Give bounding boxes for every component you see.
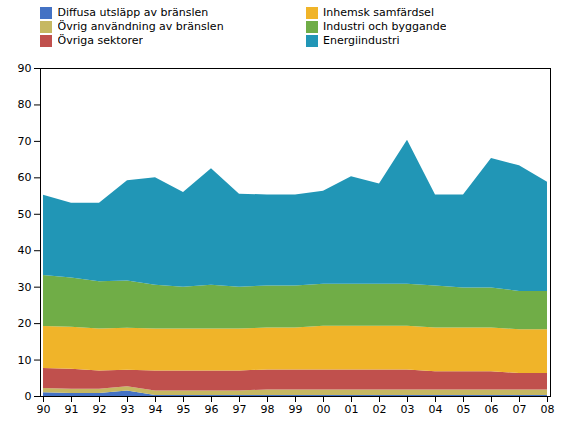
svg-text:10: 10 [18,353,32,366]
svg-text:20: 20 [18,317,32,330]
svg-text:04: 04 [429,403,443,416]
svg-text:00: 00 [317,403,331,416]
svg-text:94: 94 [149,403,163,416]
svg-text:70: 70 [18,134,32,147]
html-text:Energiindustri: Energiindustri [323,34,400,47]
svg-text:98: 98 [261,403,275,416]
svg-text:90: 90 [37,403,51,416]
svg-text:60: 60 [18,171,32,184]
svg-text:40: 40 [18,244,32,257]
svg-text:05: 05 [457,403,471,416]
html-text:Inhemsk samfärdsel: Inhemsk samfärdsel [323,6,434,19]
html-text:Övriga sektorer: Övriga sektorer [57,34,143,47]
svg-text:97: 97 [233,403,247,416]
svg-text:08: 08 [541,403,555,416]
svg-text:95: 95 [177,403,191,416]
svg-text:07: 07 [513,403,527,416]
svg-text:02: 02 [373,403,387,416]
svg-text:99: 99 [289,403,303,416]
svg-text:93: 93 [121,403,135,416]
html-text:Övrig användning av bränslen: Övrig användning av bränslen [57,20,224,33]
svg-text:90: 90 [18,62,32,75]
svg-text:96: 96 [205,403,219,416]
svg-text:91: 91 [65,403,79,416]
svg-text:92: 92 [93,403,107,416]
svg-text:50: 50 [18,207,32,220]
svg-text:06: 06 [485,403,499,416]
svg-text:30: 30 [18,280,32,293]
svg-text:80: 80 [18,98,32,111]
svg-text:03: 03 [401,403,415,416]
svg-text:01: 01 [345,403,359,416]
html-text:Diffusa utsläpp av bränslen: Diffusa utsläpp av bränslen [57,6,209,19]
svg-text:0: 0 [25,390,32,403]
html-text:Industri och byggande: Industri och byggande [323,20,447,33]
